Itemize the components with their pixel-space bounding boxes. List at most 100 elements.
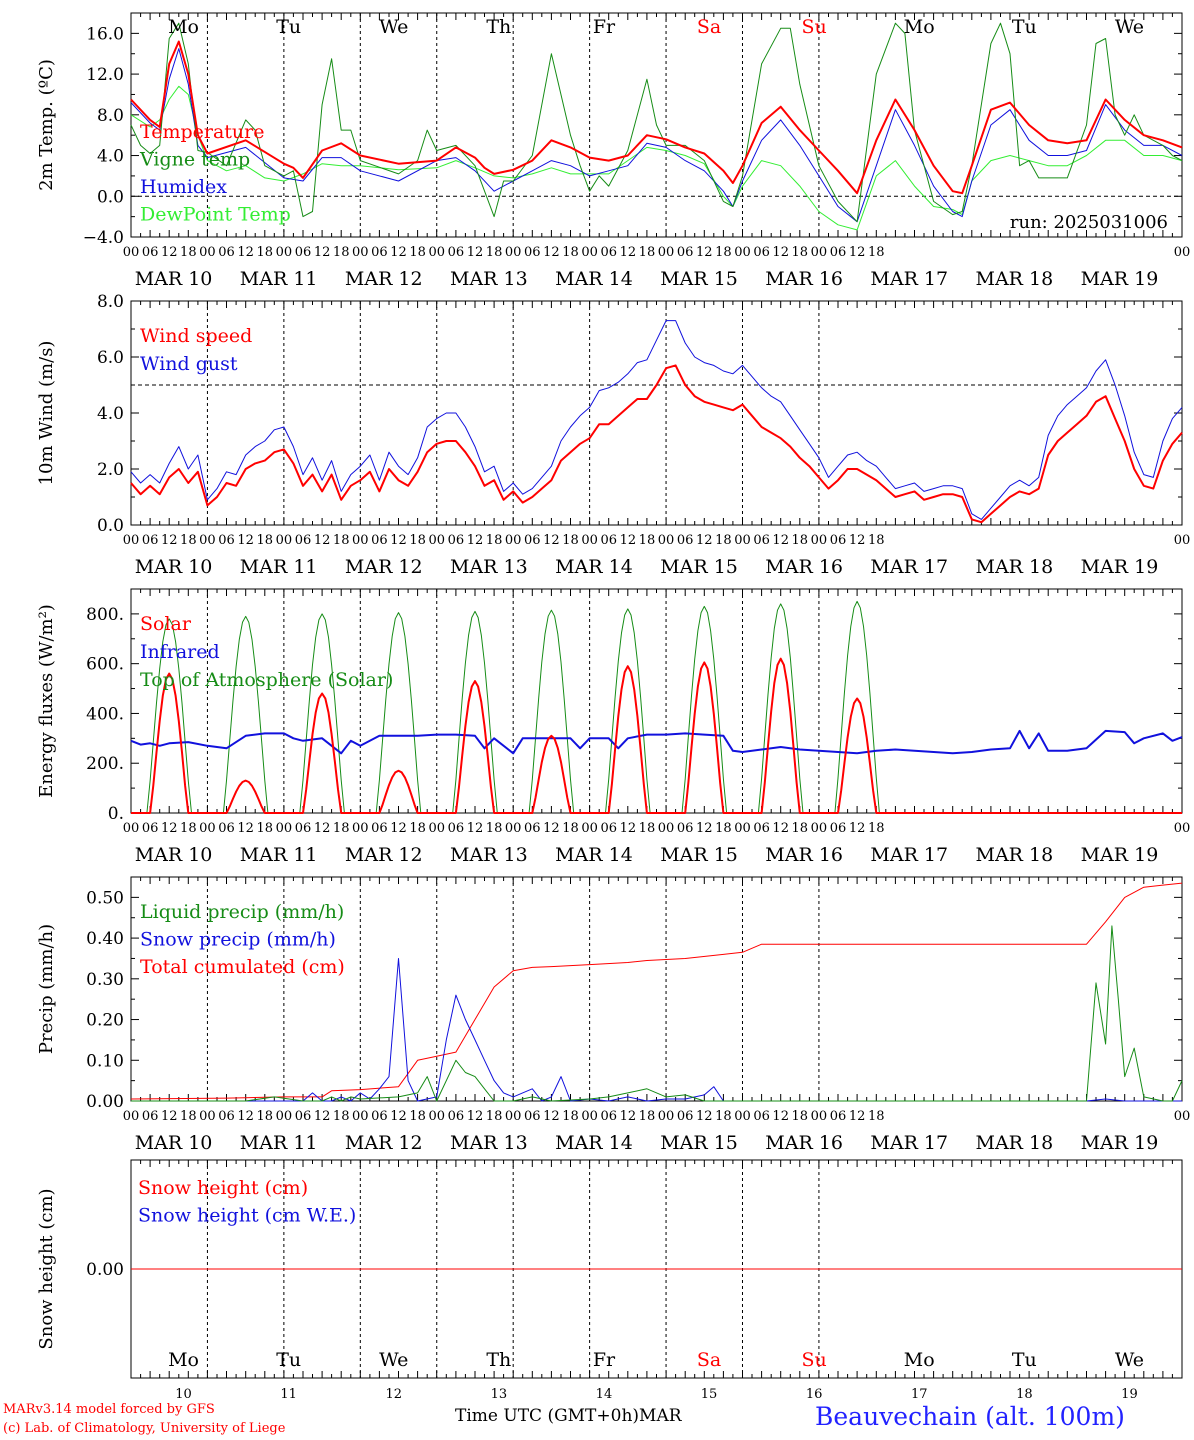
hour-tick-label: 00 xyxy=(428,821,445,836)
hour-tick-label: 18 xyxy=(409,245,426,260)
date-label: MAR 17 xyxy=(870,268,948,290)
legend-entry: Infrared xyxy=(140,641,220,663)
legend-entry: Snow height (cm W.E.) xyxy=(138,1205,356,1227)
hour-tick-label: 00 xyxy=(581,245,598,260)
hour-tick-label: 06 xyxy=(524,533,541,548)
date-label: MAR 19 xyxy=(1081,268,1159,290)
y-tick-label: 200. xyxy=(86,754,124,774)
date-label: MAR 14 xyxy=(555,1132,633,1154)
hour-tick-label: 00 xyxy=(1174,245,1191,260)
hour-tick-label: 18 xyxy=(868,821,885,836)
hour-tick-label: 12 xyxy=(696,533,713,548)
weekday-label: Fr xyxy=(593,1349,616,1371)
date-label: MAR 16 xyxy=(765,268,843,290)
hour-tick-label: 18 xyxy=(868,1109,885,1124)
hour-tick-label: 00 xyxy=(581,1109,598,1124)
hour-tick-label: 18 xyxy=(486,533,503,548)
hour-tick-label: 18 xyxy=(792,245,809,260)
date-label: MAR 17 xyxy=(870,1132,948,1154)
hour-tick-label: 18 xyxy=(333,821,350,836)
hour-tick-label: 06 xyxy=(600,245,617,260)
hour-tick-label: 00 xyxy=(123,821,140,836)
day-number: 19 xyxy=(1121,1387,1138,1402)
legend-entry: Solar xyxy=(140,613,192,635)
day-number: 12 xyxy=(385,1387,402,1402)
y-tick-label: 800. xyxy=(86,605,124,625)
y-axis-label: Precip (mm/h) xyxy=(36,924,57,1054)
hour-tick-label: 12 xyxy=(543,821,560,836)
run-annotation: run: 2025031006 xyxy=(1010,212,1168,233)
hour-tick-label: 06 xyxy=(371,1109,388,1124)
hour-tick-label: 12 xyxy=(161,245,178,260)
weekday-label: Sa xyxy=(697,16,721,38)
hour-tick-label: 18 xyxy=(715,245,732,260)
hour-tick-label: 06 xyxy=(830,1109,847,1124)
date-label: MAR 11 xyxy=(240,556,318,578)
hour-tick-label: 12 xyxy=(696,1109,713,1124)
day-number: 15 xyxy=(701,1387,718,1402)
hour-tick-label: 12 xyxy=(696,245,713,260)
y-tick-label: 400. xyxy=(86,704,124,724)
hour-tick-label: 18 xyxy=(409,821,426,836)
date-label: MAR 16 xyxy=(765,556,843,578)
hour-tick-label: 18 xyxy=(256,245,273,260)
hour-tick-label: 12 xyxy=(772,1109,789,1124)
date-label: MAR 12 xyxy=(345,844,423,866)
hour-tick-label: 18 xyxy=(333,533,350,548)
hour-tick-label: 06 xyxy=(218,533,235,548)
hour-tick-label: 12 xyxy=(849,245,866,260)
hour-tick-label: 12 xyxy=(620,533,637,548)
series-line xyxy=(131,925,1183,1102)
hour-tick-label: 00 xyxy=(199,1109,216,1124)
hour-tick-label: 18 xyxy=(256,821,273,836)
hour-tick-label: 06 xyxy=(830,821,847,836)
date-label: MAR 15 xyxy=(660,268,738,290)
hour-tick-label: 06 xyxy=(600,821,617,836)
legend-entry: Total cumulated (cm) xyxy=(140,956,345,978)
hour-tick-label: 00 xyxy=(276,1109,293,1124)
y-tick-label: 0.50 xyxy=(86,888,124,908)
hour-tick-label: 06 xyxy=(142,533,159,548)
date-label: MAR 10 xyxy=(135,556,213,578)
hour-tick-label: 00 xyxy=(199,821,216,836)
y-tick-label: 8.0 xyxy=(97,106,124,126)
hour-tick-label: 06 xyxy=(830,533,847,548)
legend-entry: Snow height (cm) xyxy=(138,1177,308,1199)
hour-tick-label: 00 xyxy=(658,533,675,548)
y-tick-label: 16.0 xyxy=(86,24,124,44)
legend-entry: Vigne temp xyxy=(139,149,250,171)
legend-entry: Liquid precip (mm/h) xyxy=(140,901,344,923)
date-label: MAR 11 xyxy=(240,268,318,290)
hour-tick-label: 12 xyxy=(772,533,789,548)
model-credit: MARv3.14 model forced by GFS xyxy=(3,1402,215,1417)
hour-tick-label: 12 xyxy=(314,245,331,260)
hour-tick-label: 06 xyxy=(142,245,159,260)
y-tick-label: −4.0 xyxy=(83,228,124,248)
hour-tick-label: 00 xyxy=(1174,821,1191,836)
date-label: MAR 14 xyxy=(555,268,633,290)
hour-tick-label: 18 xyxy=(715,1109,732,1124)
hour-tick-label: 06 xyxy=(677,533,694,548)
hour-tick-label: 18 xyxy=(792,821,809,836)
hour-tick-label: 00 xyxy=(352,1109,369,1124)
hour-tick-label: 06 xyxy=(600,533,617,548)
date-label: MAR 12 xyxy=(345,556,423,578)
hour-tick-label: 06 xyxy=(448,821,465,836)
hour-tick-label: 06 xyxy=(295,245,312,260)
hour-tick-label: 00 xyxy=(199,533,216,548)
hour-tick-label: 06 xyxy=(677,821,694,836)
hour-tick-label: 06 xyxy=(753,1109,770,1124)
time-axis-title: Time UTC (GMT+0h)MAR xyxy=(455,1406,682,1426)
hour-tick-label: 06 xyxy=(524,1109,541,1124)
y-tick-label: 4.0 xyxy=(97,147,124,167)
hour-tick-label: 12 xyxy=(467,1109,484,1124)
y-tick-label: 0.0 xyxy=(97,187,124,207)
date-label: MAR 11 xyxy=(240,1132,318,1154)
hour-tick-label: 12 xyxy=(543,533,560,548)
hour-tick-label: 00 xyxy=(199,245,216,260)
time-ticks xyxy=(130,13,1183,237)
hour-tick-label: 18 xyxy=(486,245,503,260)
hour-tick-label: 06 xyxy=(753,821,770,836)
series-line xyxy=(130,729,1183,755)
date-label: MAR 17 xyxy=(870,556,948,578)
